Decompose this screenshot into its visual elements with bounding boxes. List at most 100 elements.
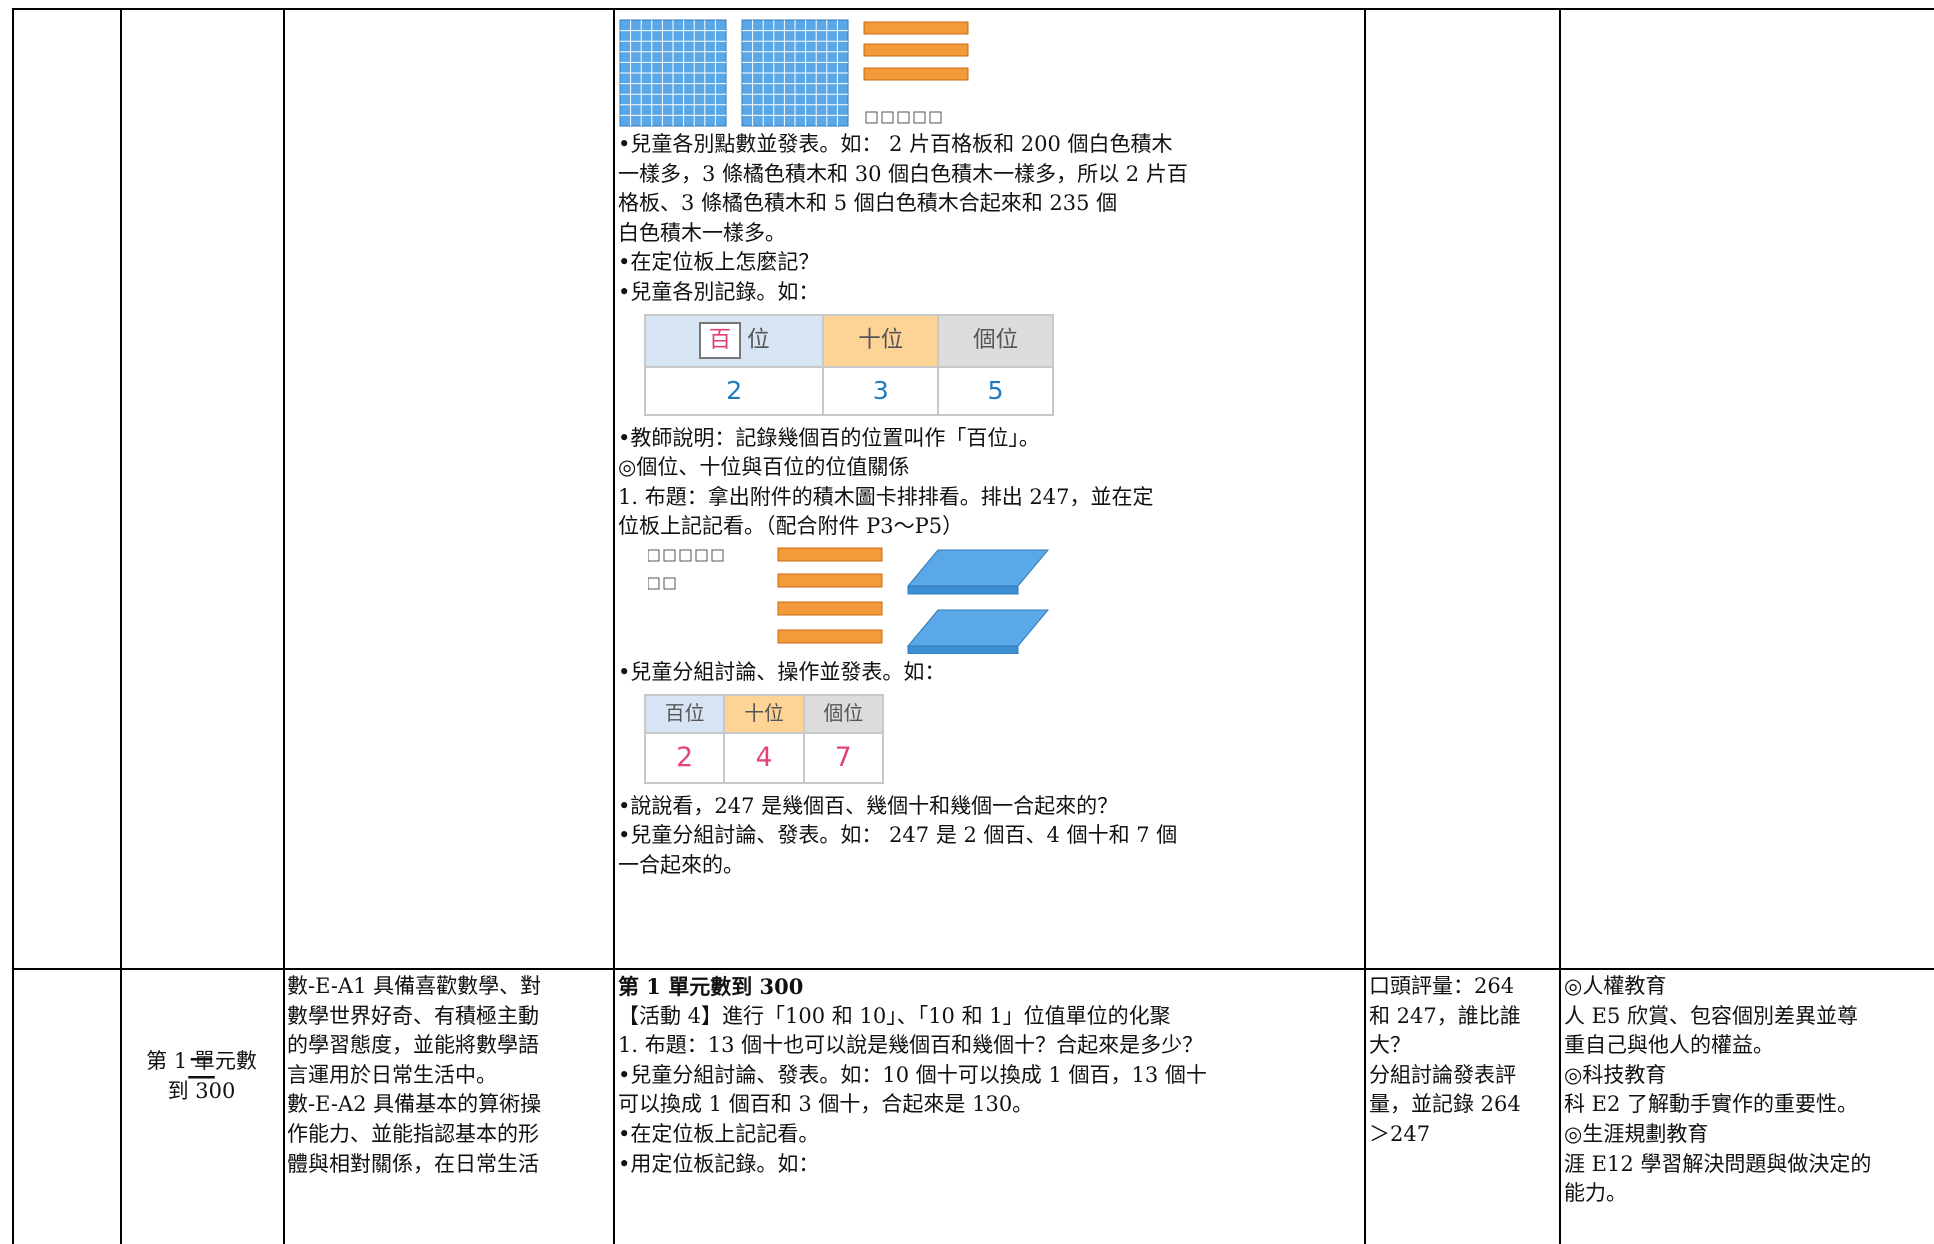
unit-cube bbox=[913, 111, 926, 124]
border bbox=[1364, 8, 1366, 1244]
text-line: 白色積木一樣多。 bbox=[618, 220, 786, 245]
text-line: •兒童分組討論、發表。如：10 個十可以換成 1 個百，13 個十 bbox=[618, 1062, 1207, 1087]
unit-cube bbox=[929, 111, 942, 124]
hundred-flat bbox=[906, 609, 1050, 647]
unit-cube bbox=[865, 111, 878, 124]
border bbox=[613, 8, 615, 1244]
ten-rod bbox=[777, 573, 883, 588]
text-line: 科 E2 了解動手實作的重要性。 bbox=[1564, 1092, 1859, 1117]
text-line: 數學世界好奇、有積極主動 bbox=[287, 1003, 539, 1028]
text-line: 作能力、並能指認基本的形 bbox=[287, 1121, 539, 1146]
text-line: 到 300 bbox=[167, 1078, 236, 1103]
content-cell: •兒童各別點數並發表。如： 2 片百格板和 200 個白色積木 一樣多，3 條橘色… bbox=[618, 14, 1188, 880]
border bbox=[12, 8, 1934, 10]
text-line: 涯 E12 學習解決問題與做決定的 bbox=[1564, 1151, 1872, 1176]
text-line: •兒童分組討論、發表。如： 247 是 2 個百、4 個十和 7 個 bbox=[618, 823, 1178, 848]
text-line: •教師說明：記錄幾個百的位置叫作「百位」。 bbox=[618, 425, 1040, 450]
header-cell: 百位 bbox=[643, 313, 825, 368]
place-value-table: 百位十位 個位 2 3 5 bbox=[643, 313, 1054, 416]
ten-rod bbox=[863, 21, 969, 35]
issues-cell: ◎人權教育人 E5 欣賞、包容個別差異並尊 重自己與他人的權益。 ◎科技教育科 E2… bbox=[1564, 972, 1871, 1209]
ten-rod bbox=[863, 43, 969, 57]
unit-cell: 第 1 單元數到 300 bbox=[120, 1047, 283, 1106]
hundred-flat-side bbox=[907, 645, 1019, 654]
value-cell: 4 bbox=[723, 731, 805, 784]
blocks-illustration bbox=[648, 547, 1050, 654]
hundred-flat bbox=[906, 549, 1050, 587]
unit-cube bbox=[648, 549, 660, 562]
text-line: 能力。 bbox=[1564, 1181, 1627, 1206]
text-line: 和 247，誰比誰 bbox=[1369, 1003, 1521, 1028]
border bbox=[120, 8, 122, 1244]
ten-rod bbox=[777, 547, 883, 562]
header-text: 位 bbox=[747, 326, 770, 353]
header-cell: 十位 bbox=[822, 313, 940, 368]
week: 二 bbox=[186, 1052, 217, 1087]
border bbox=[12, 968, 1934, 970]
unit-cube bbox=[897, 111, 910, 124]
text-line: 分組討論發表評 bbox=[1369, 1062, 1516, 1087]
text-line: 一合起來的。 bbox=[618, 852, 744, 877]
border bbox=[283, 8, 285, 1244]
text-line: •兒童分組討論、操作並發表。如： bbox=[618, 659, 946, 684]
value-cell: 2 bbox=[643, 731, 726, 784]
border bbox=[12, 8, 14, 1244]
text-line: 位板上記記看。（配合附件 P3～P5） bbox=[618, 514, 964, 539]
text-line: •用定位板記錄。如： bbox=[618, 1151, 820, 1176]
text-line: ◎人權教育 bbox=[1564, 974, 1667, 998]
header-cell: 十位 bbox=[723, 693, 805, 734]
text-line: 格板、3 條橘色積木和 5 個白色積木合起來和 235 個 bbox=[618, 191, 1118, 216]
unit-cube bbox=[695, 549, 708, 562]
text-line: 的學習態度，並能將數學語 bbox=[287, 1033, 539, 1058]
content-cell: 第 1 單元數到 300 【活動 4】進行「100 和 10」、「10 和 1」位… bbox=[618, 972, 1207, 1179]
border bbox=[1559, 8, 1561, 1244]
text-line: 【活動 4】進行「100 和 10」、「10 和 1」位值單位的化聚 bbox=[618, 1003, 1171, 1028]
unit-cube bbox=[663, 549, 676, 562]
text-line: •在定位板上記記看。 bbox=[618, 1121, 820, 1146]
text-line: ◎科技教育 bbox=[1564, 1062, 1667, 1087]
text-line: 言運用於日常生活中。 bbox=[287, 1062, 497, 1087]
text-line: 第 1 單元數 bbox=[146, 1049, 257, 1073]
text-line: •兒童各別記錄。如： bbox=[618, 279, 820, 304]
text-line: 大？ bbox=[1369, 1033, 1411, 1058]
text-line: 數-E-A1 具備喜歡數學、對 bbox=[287, 974, 542, 998]
hundred-flat-side bbox=[907, 585, 1019, 595]
value-cell: 7 bbox=[802, 731, 885, 784]
text-line: 重自己與他人的權益。 bbox=[1564, 1033, 1774, 1058]
header-cell: 個位 bbox=[937, 313, 1054, 368]
text-line: 數-E-A2 具備基本的算術操 bbox=[287, 1092, 542, 1117]
header-row: 百位十位個位 bbox=[643, 693, 885, 734]
ten-rod bbox=[777, 601, 883, 616]
text-line: 1. 布題：13 個十也可以說是幾個百和幾個十？合起來是多少？ bbox=[618, 1033, 1204, 1058]
unit-cube bbox=[648, 577, 660, 590]
text-line: ◎生涯規劃教育 bbox=[1564, 1121, 1709, 1146]
unit-cube bbox=[881, 111, 894, 124]
text-line: ＞247 bbox=[1369, 1121, 1431, 1146]
text-line: 1. 布題：拿出附件的積木圖卡排排看。排出 247，並在定 bbox=[618, 484, 1154, 509]
assessment-cell: 口頭評量：264 和 247，誰比誰 大？ 分組討論發表評 量，並記錄 264 ＞247 bbox=[1369, 972, 1521, 1150]
boxed-char: 百 bbox=[698, 321, 742, 360]
text-line: •兒童各別點數並發表。如： 2 片百格板和 200 個白色積木 bbox=[618, 132, 1173, 156]
place-value-table: 百位 十位 個位 2 4 7 bbox=[643, 693, 885, 784]
blocks-illustration bbox=[619, 19, 969, 127]
ten-rod bbox=[777, 629, 883, 644]
content-title: 第 1 單元數到 300 bbox=[618, 974, 804, 999]
text-line: 人 E5 欣賞、包容個別差異並尊 bbox=[1564, 1003, 1859, 1028]
text-line: 體與相對關係，在日常生活 bbox=[287, 1151, 539, 1176]
unit-cube bbox=[679, 549, 692, 562]
header-row: 百位十位個位 bbox=[643, 313, 1054, 368]
header-cell: 個位 bbox=[802, 693, 885, 734]
text-line: 可以換成 1 個百和 3 個十，合起來是 130。 bbox=[618, 1092, 1034, 1117]
text-line: •說說看，247 是幾個百、幾個十和幾個一合起來的？ bbox=[618, 793, 1119, 818]
text-line: 一樣多，3 條橘色積木和 30 個白色積木一樣多，所以 2 片百 bbox=[618, 161, 1188, 186]
header-cell: 百位 bbox=[643, 693, 726, 734]
unit-cube bbox=[711, 549, 724, 562]
text-line: ◎個位、十位與百位的位值關係 bbox=[618, 455, 910, 480]
competency-cell: 數-E-A1 具備喜歡數學、對 數學世界好奇、有積極主動 的學習態度，並能將數學語言… bbox=[287, 972, 541, 1179]
value-cell: 3 bbox=[822, 365, 940, 416]
text-line: 量，並記錄 264 bbox=[1369, 1092, 1521, 1117]
value-cell: 5 bbox=[937, 365, 1054, 416]
